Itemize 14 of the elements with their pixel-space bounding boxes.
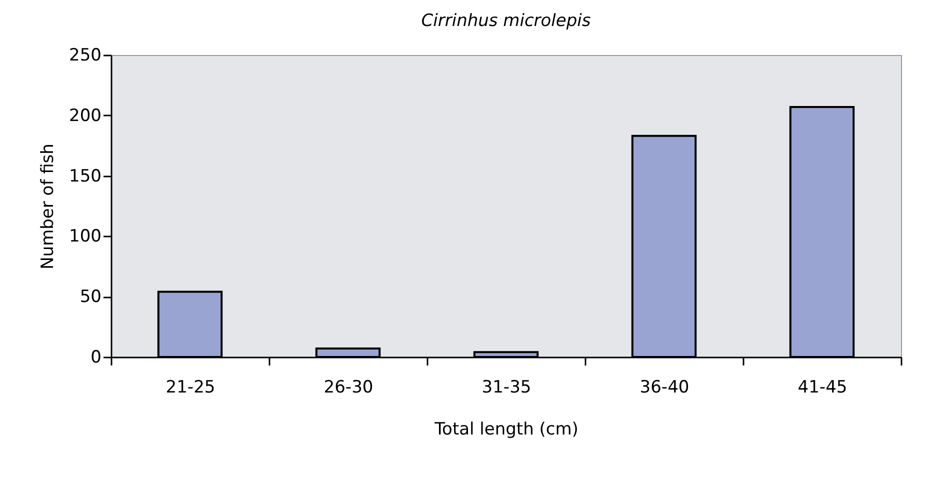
chart-title: Cirrinhus microlepis — [421, 11, 591, 31]
x-tick-label: 41-45 — [798, 378, 848, 398]
x-tick-label: 31-35 — [482, 378, 532, 398]
x-tick-label: 26-30 — [324, 378, 374, 398]
x-tick-label: 36-40 — [640, 378, 690, 398]
y-tick-label: 250 — [69, 46, 102, 66]
y-tick-label: 200 — [69, 106, 102, 126]
x-tick-label: 21-25 — [166, 378, 216, 398]
y-tick-label: 150 — [69, 166, 102, 186]
y-tick-label: 50 — [80, 287, 102, 308]
y-axis-title: Number of fish — [38, 144, 58, 270]
y-tick-label: 0 — [90, 348, 102, 368]
y-tick-label: 100 — [69, 226, 102, 247]
x-axis-title: Total length (cm) — [434, 420, 578, 440]
